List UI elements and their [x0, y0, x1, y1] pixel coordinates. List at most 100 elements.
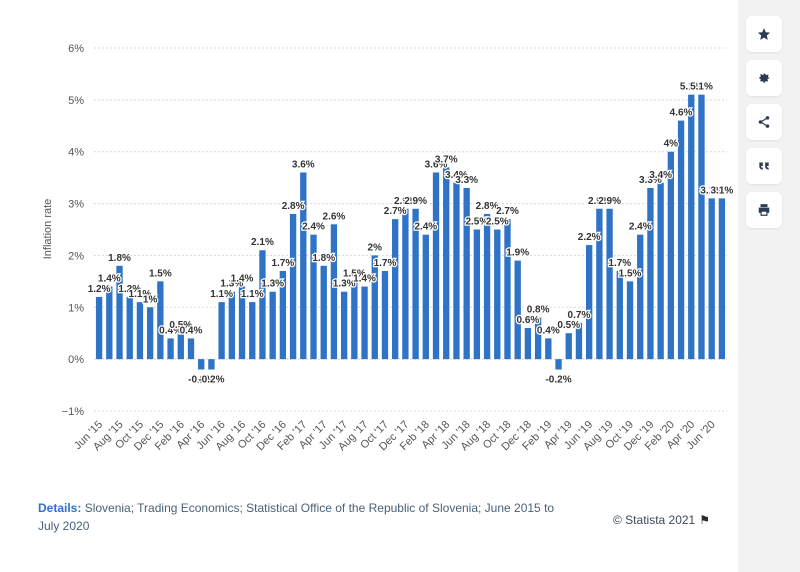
quote-icon — [759, 162, 769, 170]
y-tick-label: 5% — [68, 95, 84, 107]
bar — [136, 302, 144, 360]
data-label: 2.4% — [302, 222, 325, 233]
bar — [218, 302, 225, 360]
bar — [330, 224, 338, 360]
bar — [463, 188, 470, 360]
data-label: 3.3% — [455, 175, 478, 186]
data-label: -0.2% — [545, 375, 571, 386]
bar — [351, 281, 358, 360]
data-labels: 1.2%1.4%1.8%1.2%1.1%1%1.5%0.4%0.5%0.4%-0… — [86, 80, 734, 386]
bar — [289, 213, 297, 360]
data-label: 0.6% — [517, 315, 540, 326]
bar — [300, 172, 307, 360]
bar — [381, 270, 389, 360]
bar — [586, 245, 593, 360]
data-label: 3.6% — [292, 159, 315, 170]
data-label: 3.6% — [425, 159, 448, 170]
share-button[interactable] — [746, 104, 782, 140]
data-label: 3.1% — [710, 185, 733, 196]
bar — [187, 338, 195, 360]
data-label: 3.1% — [700, 185, 723, 196]
share-icon — [758, 116, 770, 128]
y-axis-label: Inflation rate — [42, 199, 54, 260]
data-label: 2.4% — [414, 222, 437, 233]
bar — [116, 265, 123, 360]
y-tick-label: 2% — [68, 250, 84, 262]
y-axis-ticks: −1% 0% 1% 2% 3% 4% 5% 6% — [62, 43, 85, 418]
bar — [249, 302, 256, 360]
bar — [177, 333, 184, 360]
data-label: 2.8% — [282, 201, 305, 212]
data-label: 3.7% — [435, 154, 458, 165]
data-label: 3.3% — [639, 175, 662, 186]
bar — [698, 94, 705, 360]
data-label: 2.4% — [629, 222, 652, 233]
data-label: 1.9% — [506, 248, 529, 259]
bar — [494, 229, 501, 360]
data-label: 4% — [664, 139, 679, 150]
data-label: 2.5% — [465, 217, 488, 228]
bar — [269, 291, 276, 360]
bar — [228, 291, 235, 360]
y-tick-label: −1% — [62, 406, 85, 418]
bar — [534, 317, 542, 360]
data-label: 2.8% — [476, 201, 499, 212]
bar — [208, 359, 215, 370]
data-label: 1.2% — [118, 284, 141, 295]
settings-button[interactable] — [746, 60, 782, 96]
data-label: 1.4% — [353, 274, 376, 285]
toolbar — [742, 16, 786, 236]
data-label: 1.3% — [333, 279, 356, 290]
data-label: 1.4% — [231, 274, 254, 285]
data-label: 3.4% — [649, 170, 672, 181]
data-label: 0.7% — [568, 310, 591, 321]
data-label: 2% — [368, 242, 383, 253]
bar — [157, 281, 164, 360]
bar — [126, 296, 133, 360]
bar — [106, 286, 113, 360]
gear-icon — [759, 73, 770, 83]
data-label: 0.4% — [159, 325, 182, 336]
data-label: -0.2% — [198, 375, 224, 386]
y-tick-label: 3% — [68, 199, 84, 211]
data-label: 1.5% — [343, 268, 366, 279]
data-label: 1.5% — [619, 268, 642, 279]
bookmark-button[interactable] — [746, 16, 782, 52]
details-text: Slovenia; Trading Economics; Statistical… — [38, 501, 555, 533]
y-tick-label: 0% — [68, 354, 84, 366]
bar — [392, 219, 399, 360]
bar — [555, 359, 562, 370]
bar — [320, 265, 327, 360]
data-label: 1.8% — [108, 253, 131, 264]
bars — [95, 94, 726, 370]
data-label: 1.7% — [608, 258, 631, 269]
data-label: 2.9% — [404, 196, 427, 207]
bar — [514, 260, 521, 360]
data-label: 1.1% — [129, 289, 152, 300]
bar — [412, 208, 419, 360]
cite-button[interactable] — [746, 148, 782, 184]
bar — [422, 234, 429, 360]
bar — [198, 359, 205, 370]
statista-credit[interactable]: © Statista 2021 ⚑ — [613, 513, 710, 527]
y-tick-label: 4% — [68, 147, 84, 159]
data-label: 0.5% — [169, 320, 192, 331]
data-label: 3.4% — [445, 170, 468, 181]
bar — [657, 182, 664, 360]
data-label: 0.4% — [180, 325, 203, 336]
data-label: 1.4% — [98, 274, 121, 285]
bar — [677, 120, 685, 360]
bar — [575, 322, 583, 360]
data-label: 5.1% — [690, 82, 713, 93]
bar — [361, 286, 368, 360]
bar — [402, 208, 409, 360]
data-label: 2.5% — [486, 217, 509, 228]
bar — [637, 234, 644, 360]
print-button[interactable] — [746, 192, 782, 228]
bar — [432, 172, 440, 360]
data-label: 1.1% — [241, 289, 264, 300]
bar — [647, 188, 654, 360]
bar — [453, 182, 460, 360]
bar — [504, 219, 511, 360]
